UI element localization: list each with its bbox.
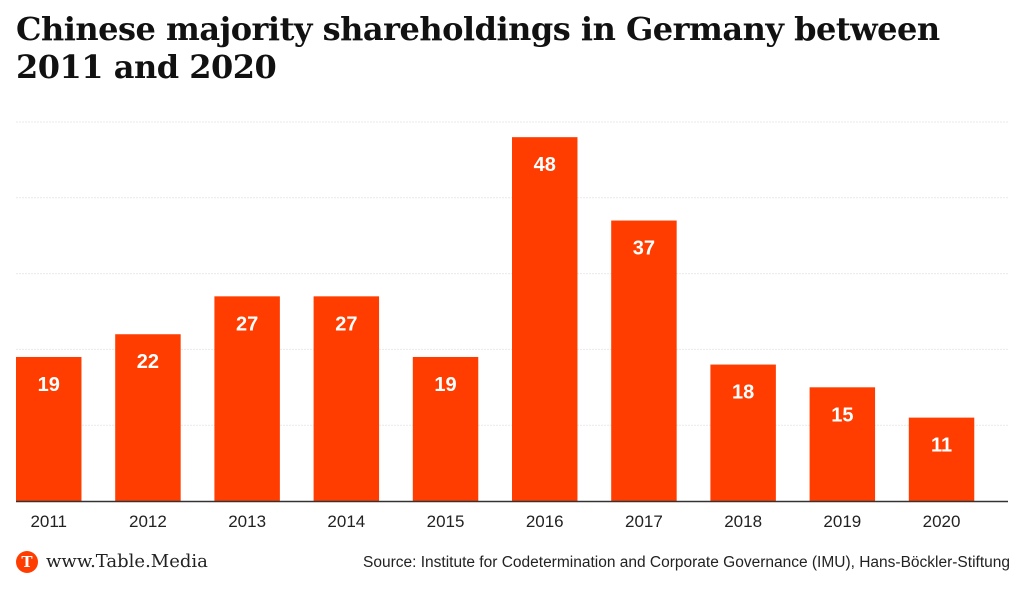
bar-2020	[908, 417, 975, 501]
x-tick-label: 2014	[327, 512, 365, 531]
bar-2015	[412, 356, 479, 501]
bar-2011	[16, 356, 82, 501]
x-tick-label: 2012	[129, 512, 167, 531]
bar-2019	[809, 387, 876, 501]
data-label: 15	[831, 404, 853, 426]
bar-2016	[512, 137, 578, 501]
data-label: 11	[931, 435, 952, 457]
x-tick-label: 2013	[228, 512, 266, 531]
data-label: 37	[633, 238, 655, 260]
bar-2014	[313, 296, 380, 501]
x-tick-label: 2015	[427, 512, 465, 531]
chart-title: Chinese majority shareholdings in German…	[16, 10, 940, 86]
data-label: 19	[434, 374, 456, 396]
x-axis-ticks: 2011 2012 2013 2014 2015 2016 2017 2018 2019 2020	[30, 512, 960, 531]
data-label: 27	[236, 313, 258, 335]
site-link[interactable]: www.Table.Media	[46, 551, 208, 572]
bars	[16, 137, 975, 502]
x-tick-label: 2017	[625, 512, 663, 531]
data-label: 48	[534, 154, 556, 176]
bar-2017	[611, 220, 677, 502]
x-tick-label: 2020	[923, 512, 961, 531]
data-label: 22	[137, 351, 159, 373]
data-label: 27	[335, 313, 357, 335]
bar-2013	[214, 296, 280, 501]
bar-2012	[115, 334, 181, 501]
source-note: Source: Institute for Codetermination an…	[363, 554, 1010, 571]
x-tick-label: 2018	[724, 512, 762, 531]
bar-2018	[710, 364, 776, 501]
x-tick-label: 2016	[526, 512, 564, 531]
x-tick-label: 2019	[823, 512, 861, 531]
table-media-logo-icon: T	[16, 551, 38, 573]
data-label: 19	[38, 374, 60, 396]
data-labels: 19 22 27 27 19 48 37 18 15 11	[38, 154, 953, 456]
data-label: 18	[732, 382, 754, 404]
x-tick-label: 2011	[30, 512, 67, 531]
